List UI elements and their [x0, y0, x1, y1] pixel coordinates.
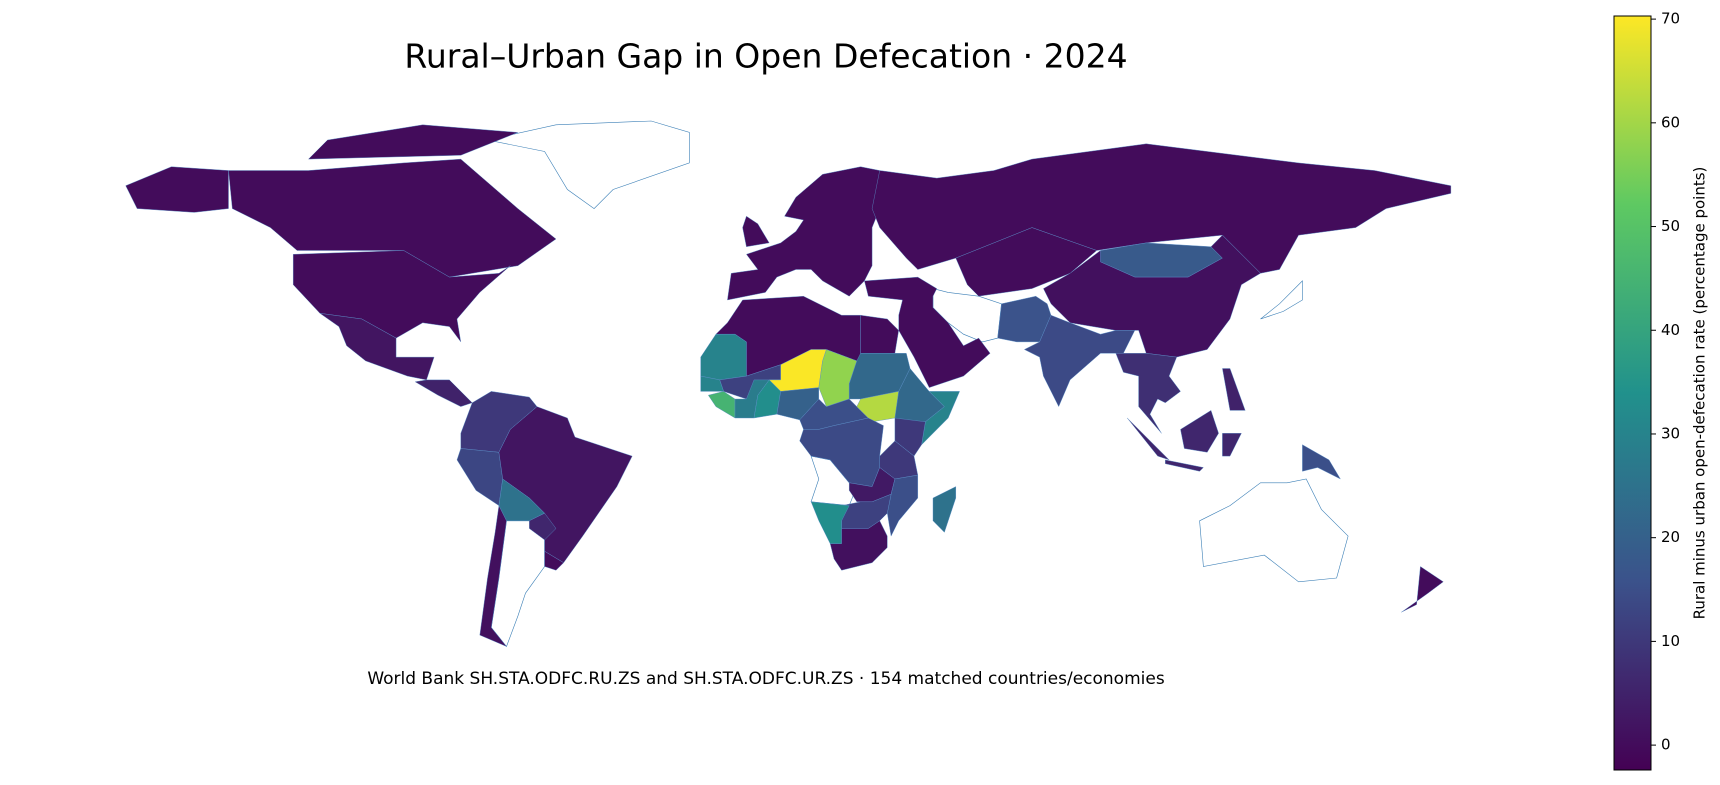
no-data-region — [487, 120, 690, 209]
map-title: Rural–Urban Gap in Open Defecation · 202… — [404, 37, 1127, 76]
country — [864, 276, 991, 388]
country — [1401, 566, 1444, 613]
country — [1222, 368, 1246, 411]
country — [479, 504, 507, 647]
country — [753, 379, 781, 419]
map-subtitle: World Bank SH.STA.ODFC.RU.ZS and SH.STA.… — [367, 669, 1165, 689]
colorbar-tick-label: 60 — [1661, 113, 1680, 131]
country — [1302, 444, 1341, 480]
colorbar-tick-label: 50 — [1661, 217, 1680, 235]
country — [414, 379, 473, 407]
colorbar-tick-label: 40 — [1661, 321, 1680, 339]
country — [856, 391, 899, 423]
no-data-region — [1199, 478, 1349, 583]
colorbar-tick-label: 10 — [1661, 632, 1680, 650]
colorbar-ticks: 0 10 20 30 40 50 60 70 — [1651, 10, 1680, 754]
country — [498, 406, 633, 563]
colorbar-tick-label: 70 — [1661, 10, 1680, 28]
country — [228, 124, 557, 278]
country — [860, 314, 899, 354]
country — [776, 387, 819, 421]
country — [871, 143, 1452, 274]
country — [1023, 314, 1136, 408]
country — [829, 520, 888, 571]
country — [1115, 353, 1181, 434]
country — [544, 550, 564, 571]
no-data-region — [1260, 280, 1303, 320]
country — [894, 417, 926, 457]
country — [1127, 410, 1242, 472]
country — [700, 334, 747, 381]
colorbar-tick-label: 0 — [1661, 736, 1671, 754]
colorbar-label: Rural minus urban open-defecation rate (… — [1691, 167, 1709, 620]
colorbar-tick-label: 20 — [1661, 528, 1680, 546]
colorbar-tick-label: 30 — [1661, 424, 1680, 442]
colorbar — [1613, 15, 1652, 771]
country — [456, 448, 503, 506]
country — [319, 313, 435, 381]
countries — [125, 124, 1452, 647]
country — [707, 391, 736, 419]
country — [742, 215, 770, 247]
country — [529, 512, 557, 541]
country — [932, 486, 956, 533]
